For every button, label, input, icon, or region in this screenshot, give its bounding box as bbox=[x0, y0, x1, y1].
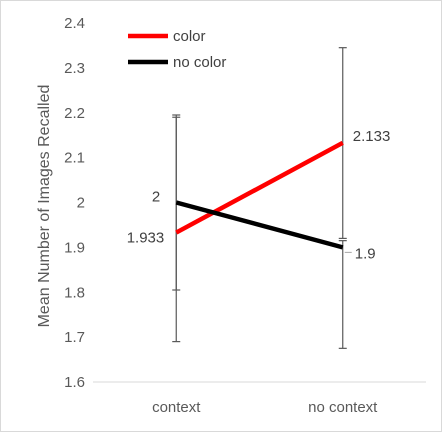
y-tick-label: 1.8 bbox=[64, 284, 85, 301]
legend-label: color bbox=[173, 28, 206, 45]
legend: color no color bbox=[128, 28, 226, 71]
series-lines bbox=[176, 143, 343, 248]
y-tick-label: 2 bbox=[77, 195, 85, 212]
data-label: 2.133 bbox=[353, 128, 391, 145]
data-label: 1.9 bbox=[355, 245, 376, 262]
data-label: 2 bbox=[152, 189, 160, 206]
legend-label: no color bbox=[173, 54, 226, 71]
series-line-no-color bbox=[176, 203, 343, 248]
x-tick-label: context bbox=[152, 399, 201, 416]
y-axis-title: Mean Number of Images Recalled bbox=[36, 85, 53, 328]
y-tick-label: 2.2 bbox=[64, 105, 85, 122]
series-line-color bbox=[176, 143, 343, 233]
data-label: 1.933 bbox=[127, 230, 165, 247]
y-tick-label: 1.6 bbox=[64, 374, 85, 391]
y-tick-label: 2.3 bbox=[64, 60, 85, 77]
x-tick-label: no context bbox=[308, 399, 378, 416]
y-tick-label: 2.4 bbox=[64, 15, 85, 32]
y-tick-label: 2.1 bbox=[64, 150, 85, 167]
error-bars bbox=[172, 48, 347, 349]
data-labels: 1.933 2.133 2 1.9 bbox=[127, 128, 391, 263]
y-tick-label: 1.9 bbox=[64, 239, 85, 256]
y-tick-label: 1.7 bbox=[64, 329, 85, 346]
axes: 1.6 1.7 1.8 1.9 2 2.1 2.2 2.3 2.4 context no conte… bbox=[64, 15, 426, 416]
